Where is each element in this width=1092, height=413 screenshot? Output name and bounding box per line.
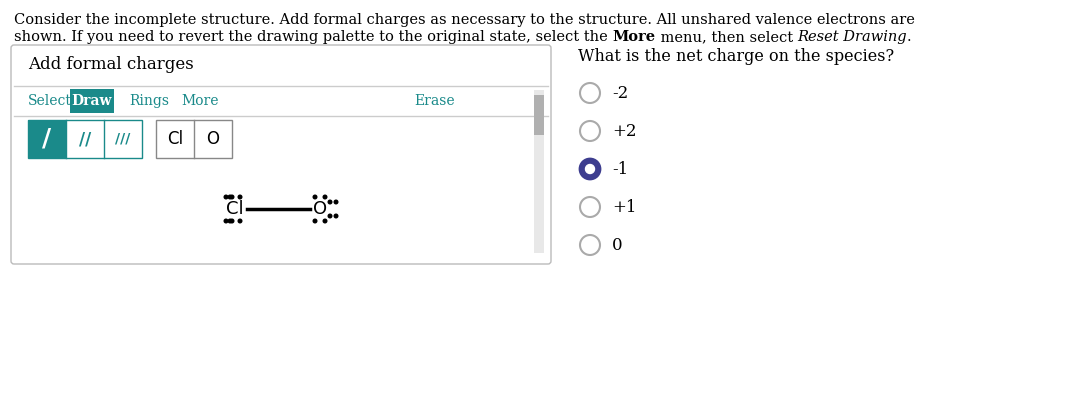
- Text: Add formal charges: Add formal charges: [28, 56, 193, 73]
- Circle shape: [224, 219, 228, 223]
- Text: Reset Drawing: Reset Drawing: [797, 30, 906, 44]
- Circle shape: [323, 219, 327, 223]
- Text: menu, then select: menu, then select: [655, 30, 797, 44]
- Text: More: More: [613, 30, 655, 44]
- Text: /: /: [43, 127, 51, 151]
- Circle shape: [585, 164, 594, 173]
- Text: O: O: [206, 130, 219, 148]
- Text: O: O: [313, 200, 328, 218]
- Circle shape: [334, 214, 337, 218]
- Text: +2: +2: [612, 123, 637, 140]
- Text: //: //: [79, 130, 91, 148]
- Text: Cl: Cl: [167, 130, 183, 148]
- FancyBboxPatch shape: [70, 89, 114, 113]
- FancyBboxPatch shape: [534, 95, 544, 135]
- Circle shape: [580, 159, 600, 179]
- FancyBboxPatch shape: [28, 120, 66, 158]
- Text: More: More: [181, 94, 218, 108]
- Circle shape: [329, 200, 332, 204]
- Text: Draw: Draw: [72, 94, 112, 108]
- Text: -2: -2: [612, 85, 628, 102]
- Circle shape: [238, 195, 241, 199]
- Circle shape: [228, 195, 232, 199]
- Circle shape: [238, 219, 241, 223]
- Text: +1: +1: [612, 199, 637, 216]
- FancyBboxPatch shape: [534, 90, 544, 253]
- Text: Select: Select: [28, 94, 72, 108]
- FancyBboxPatch shape: [156, 120, 232, 158]
- Circle shape: [313, 195, 317, 199]
- Circle shape: [230, 219, 234, 223]
- Text: .: .: [906, 30, 912, 44]
- FancyBboxPatch shape: [28, 120, 142, 158]
- Text: shown. If you need to revert the drawing palette to the original state, select t: shown. If you need to revert the drawing…: [14, 30, 613, 44]
- Text: -1: -1: [612, 161, 628, 178]
- Circle shape: [323, 195, 327, 199]
- Circle shape: [228, 219, 232, 223]
- Circle shape: [224, 195, 228, 199]
- Text: Consider the incomplete structure. Add formal charges as necessary to the struct: Consider the incomplete structure. Add f…: [14, 13, 915, 27]
- Circle shape: [230, 195, 234, 199]
- Circle shape: [334, 200, 337, 204]
- Text: Erase: Erase: [414, 94, 454, 108]
- Circle shape: [329, 214, 332, 218]
- FancyBboxPatch shape: [11, 45, 551, 264]
- Text: ///: ///: [116, 132, 131, 146]
- Text: Rings: Rings: [129, 94, 169, 108]
- Text: 0: 0: [612, 237, 622, 254]
- Text: Cl: Cl: [226, 200, 244, 218]
- Circle shape: [313, 219, 317, 223]
- Text: What is the net charge on the species?: What is the net charge on the species?: [578, 48, 894, 65]
